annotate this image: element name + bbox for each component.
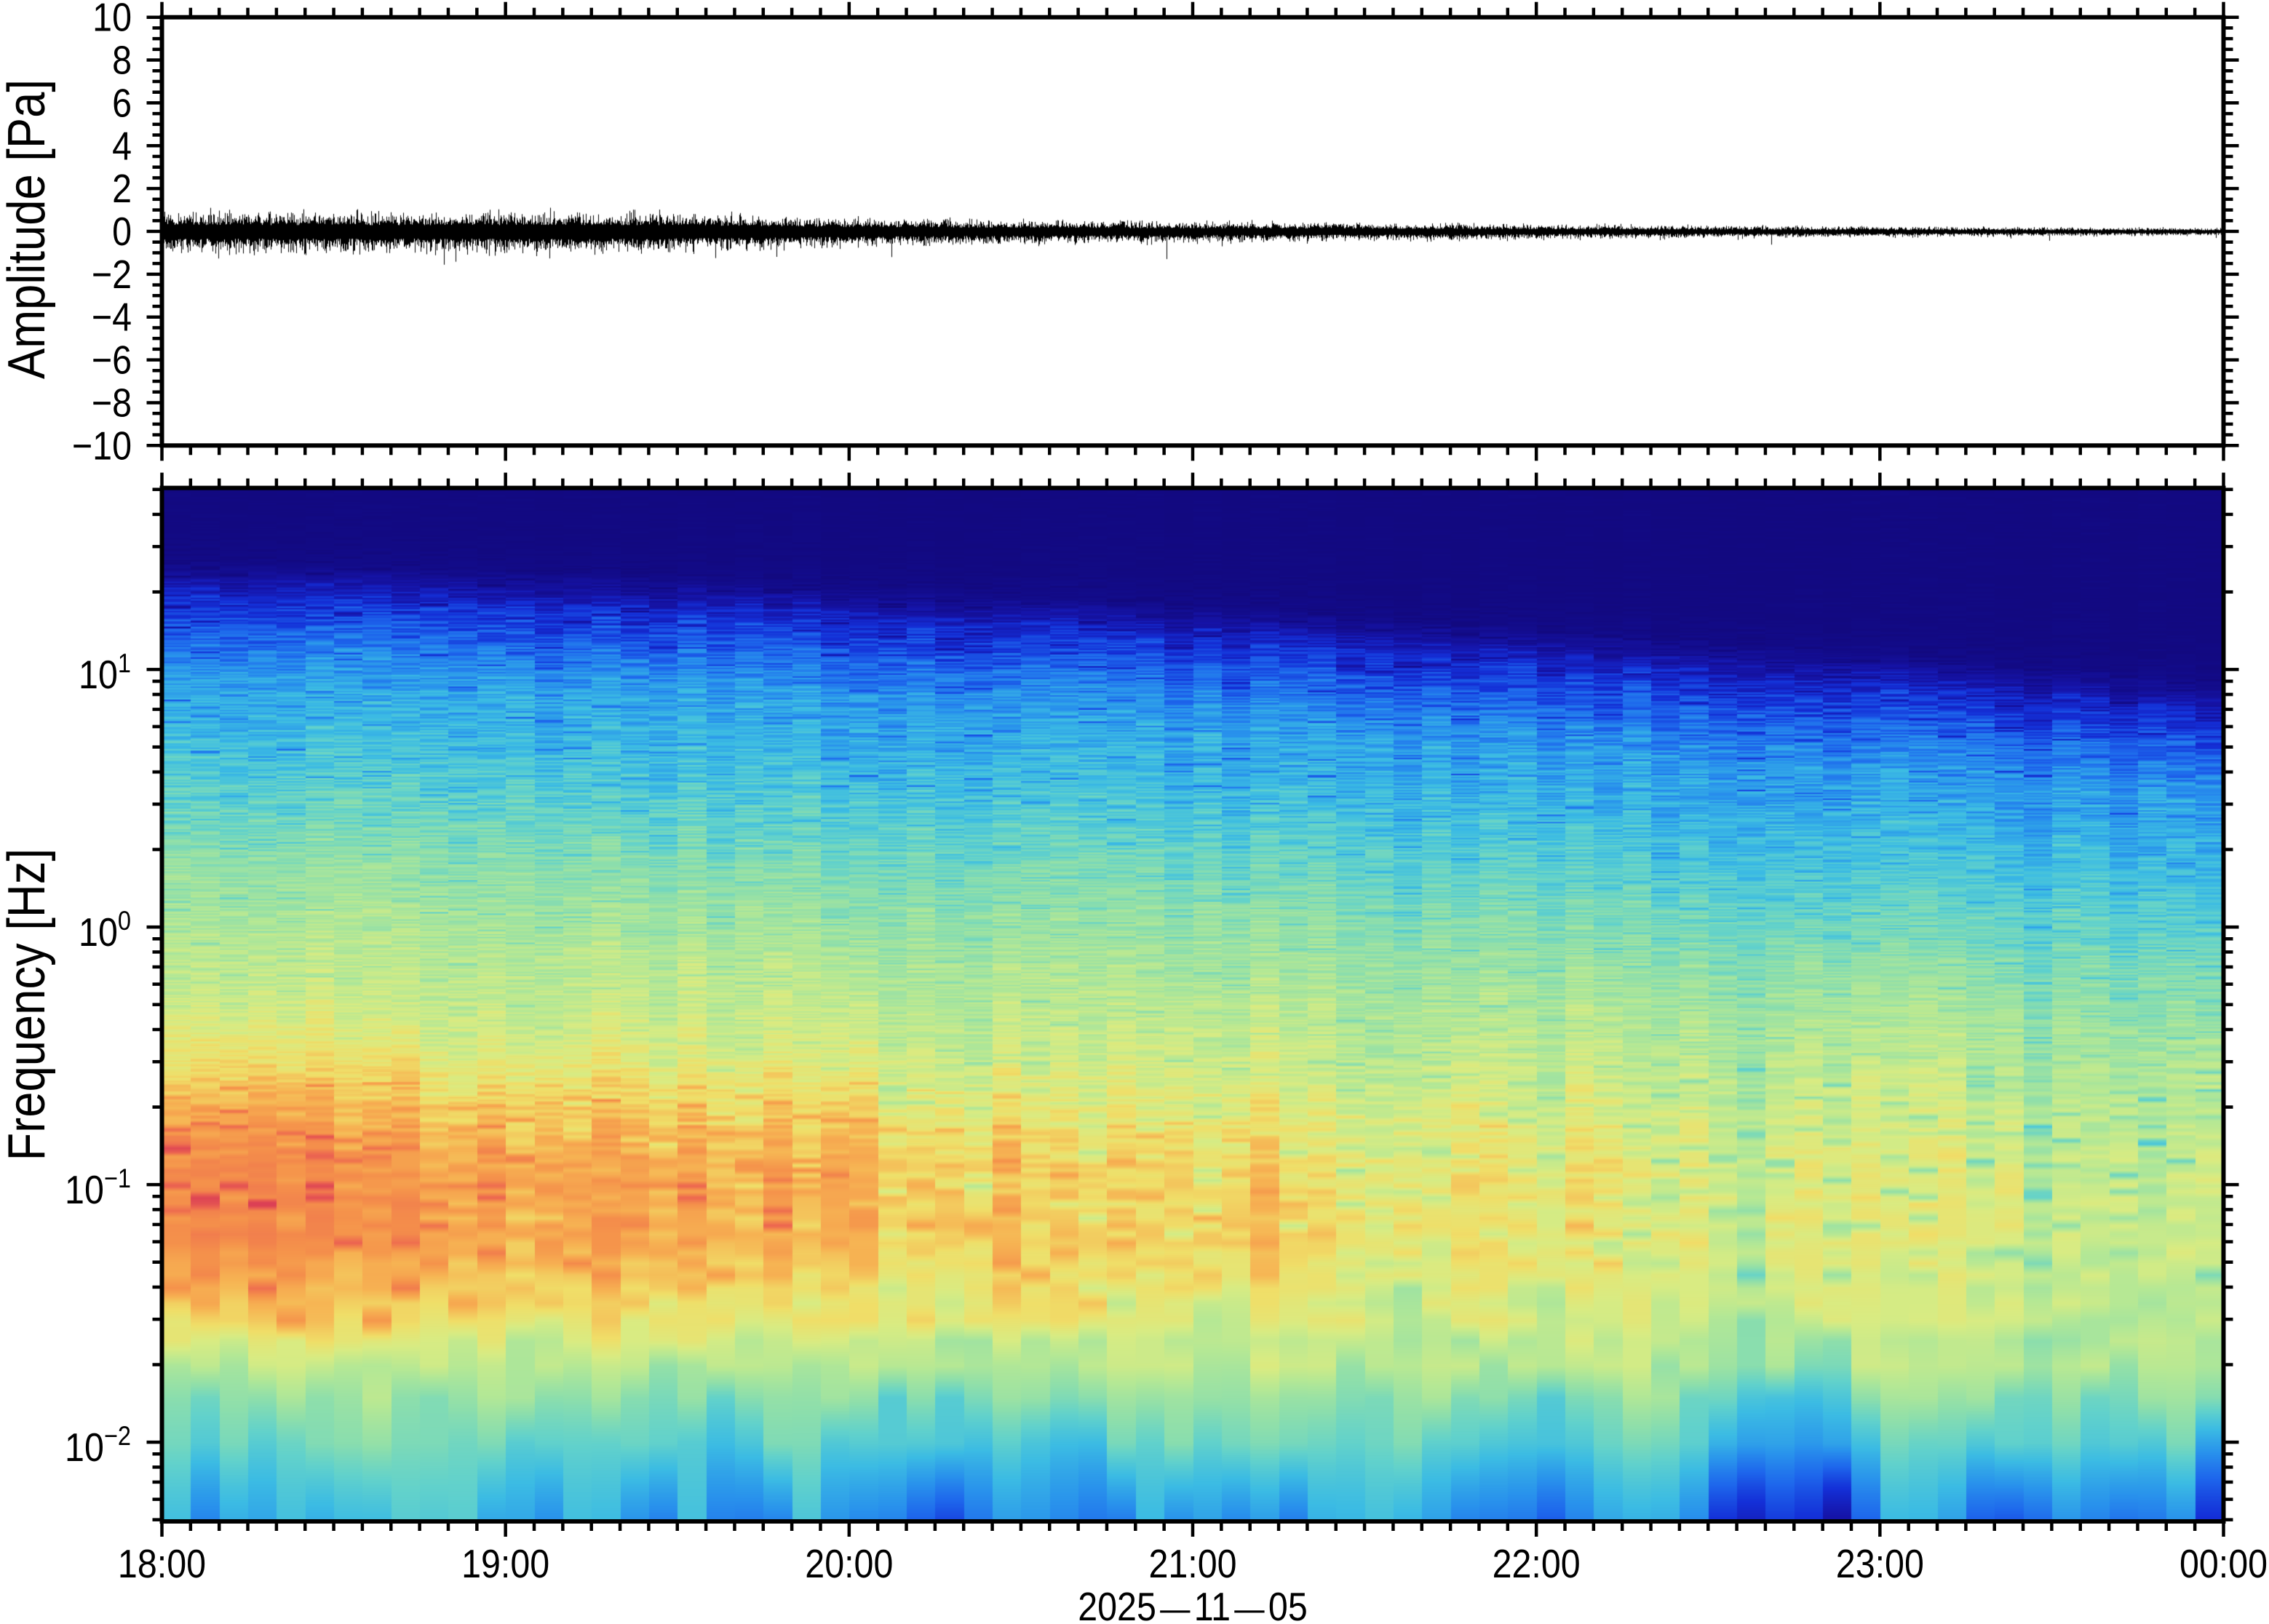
svg-text:4: 4 bbox=[112, 123, 132, 168]
svg-text:−2: −2 bbox=[92, 252, 132, 297]
svg-text:Frequency [Hz]: Frequency [Hz] bbox=[0, 848, 56, 1161]
svg-text:101: 101 bbox=[79, 648, 131, 697]
svg-text:10: 10 bbox=[92, 0, 132, 39]
svg-text:−8: −8 bbox=[92, 381, 132, 426]
svg-text:Amplitude [Pa]: Amplitude [Pa] bbox=[0, 79, 56, 379]
svg-text:20:00: 20:00 bbox=[805, 1541, 893, 1586]
svg-text:8: 8 bbox=[112, 38, 132, 83]
svg-text:00:00: 00:00 bbox=[2179, 1541, 2268, 1586]
svg-text:−6: −6 bbox=[92, 338, 132, 383]
svg-text:18:00: 18:00 bbox=[118, 1541, 206, 1586]
svg-text:10−2: 10−2 bbox=[65, 1421, 131, 1470]
svg-text:−10: −10 bbox=[72, 423, 132, 468]
svg-text:19:00: 19:00 bbox=[461, 1541, 549, 1586]
svg-text:−4: −4 bbox=[92, 295, 132, 340]
svg-text:22:00: 22:00 bbox=[1493, 1541, 1581, 1586]
svg-text:2025—11—05: 2025 —11 —05 bbox=[1078, 1584, 1308, 1624]
svg-text:0: 0 bbox=[112, 209, 132, 254]
svg-text:23:00: 23:00 bbox=[1836, 1541, 1924, 1586]
svg-text:6: 6 bbox=[112, 81, 132, 126]
svg-text:100: 100 bbox=[79, 906, 131, 955]
svg-text:21:00: 21:00 bbox=[1148, 1541, 1236, 1586]
svg-text:2: 2 bbox=[112, 166, 132, 211]
svg-text:10−1: 10−1 bbox=[65, 1163, 131, 1212]
